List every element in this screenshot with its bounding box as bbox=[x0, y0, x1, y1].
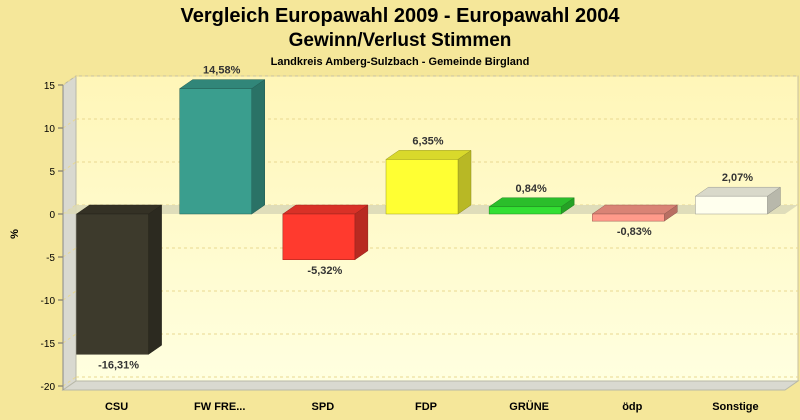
tick-label: 10 bbox=[44, 124, 56, 135]
plot-floor bbox=[61, 380, 800, 391]
category-label: ödp bbox=[622, 401, 642, 413]
value-label: 2,07% bbox=[722, 172, 753, 184]
bar-side bbox=[251, 79, 265, 215]
bar-front bbox=[488, 206, 562, 215]
bar-front bbox=[179, 88, 252, 215]
category-label: Sonstige bbox=[712, 401, 758, 413]
value-label: 6,35% bbox=[412, 135, 443, 147]
value-label: -5,32% bbox=[307, 265, 342, 277]
grid-line-depth bbox=[62, 161, 77, 172]
bar-top bbox=[385, 150, 472, 160]
category-label: GRÜNE bbox=[509, 400, 549, 413]
bar-top bbox=[694, 186, 782, 197]
tick-label: 15 bbox=[44, 81, 56, 92]
bar-top bbox=[488, 197, 575, 208]
chart-title: Vergleich Europawahl 2009 - Europawahl 2… bbox=[180, 5, 620, 27]
bar bbox=[385, 149, 472, 215]
bar bbox=[591, 204, 679, 222]
bar-front bbox=[282, 213, 356, 261]
grid-line-depth bbox=[62, 376, 77, 387]
bar bbox=[488, 197, 575, 215]
bars bbox=[75, 79, 782, 355]
tick-label: 0 bbox=[49, 210, 55, 221]
value-label: -0,83% bbox=[617, 226, 652, 238]
y-axis-ticks: 15 10 5 0 -5 -10 -15 -20 bbox=[41, 81, 64, 393]
bar-front bbox=[76, 213, 149, 355]
bar-top bbox=[178, 79, 266, 89]
bar bbox=[694, 186, 782, 215]
bar bbox=[75, 204, 163, 355]
grid-line-depth bbox=[62, 290, 77, 301]
bar bbox=[282, 204, 369, 261]
category-label: FW FRE... bbox=[194, 401, 245, 413]
value-labels: -16,31% 14,58% -5,32% 6,35% 0,84% -0,83% 2,07% bbox=[98, 65, 753, 372]
chart-subtitle: Gewinn/Verlust Stimmen bbox=[289, 30, 512, 51]
category-label: SPD bbox=[312, 401, 335, 413]
grid-line-depth bbox=[62, 118, 77, 129]
bar-front bbox=[592, 213, 665, 222]
tick-label: -10 bbox=[41, 296, 56, 307]
value-label: 0,84% bbox=[516, 183, 547, 195]
chart-region-label: Landkreis Amberg-Sulzbach - Gemeinde Bir… bbox=[271, 56, 530, 68]
grid-line-depth bbox=[62, 333, 77, 344]
value-label: 14,58% bbox=[203, 65, 241, 77]
bar-side bbox=[457, 149, 472, 215]
category-label: CSU bbox=[105, 401, 128, 413]
bar-top bbox=[282, 204, 369, 215]
x-axis-categories: CSU FW FRE... SPD FDP GRÜNE ödp Sonstige bbox=[105, 400, 759, 413]
bar-front bbox=[385, 159, 459, 215]
plot-area bbox=[61, 75, 800, 391]
tick-label: -15 bbox=[41, 339, 56, 350]
bar-top bbox=[591, 204, 679, 215]
bar-top bbox=[75, 204, 163, 215]
grid-line-depth bbox=[62, 247, 77, 258]
tick-label: 5 bbox=[49, 167, 55, 178]
value-label: -16,31% bbox=[98, 359, 139, 371]
bar bbox=[178, 79, 266, 215]
bar-front bbox=[695, 195, 768, 215]
tick-label: -5 bbox=[46, 253, 55, 264]
category-label: FDP bbox=[415, 401, 437, 413]
bar-side bbox=[354, 204, 369, 261]
y-axis-label: % bbox=[9, 229, 21, 239]
tick-label: -20 bbox=[41, 382, 56, 393]
grid-line-depth bbox=[62, 75, 77, 86]
bar-side bbox=[148, 204, 162, 355]
